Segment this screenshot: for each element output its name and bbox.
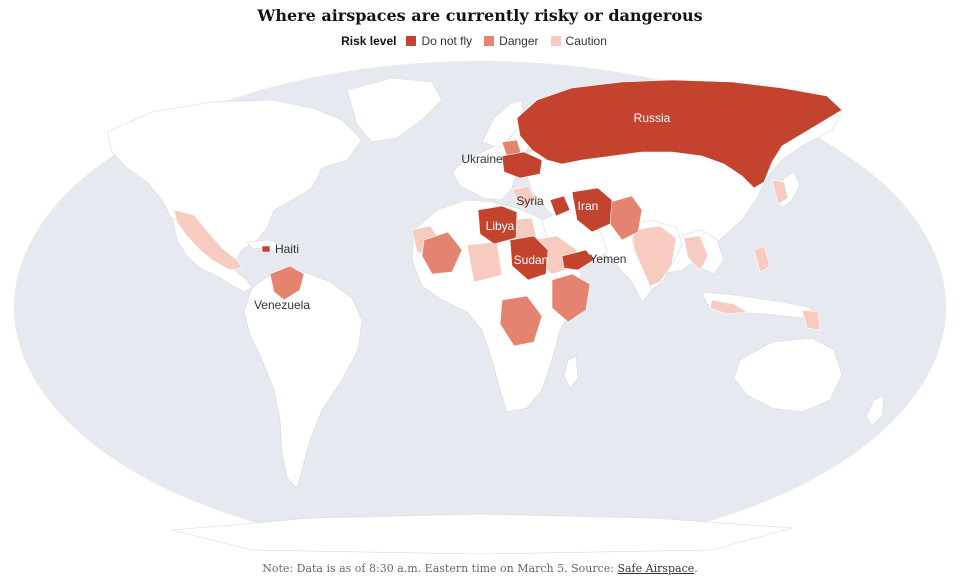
caucasus-caution	[511, 185, 537, 209]
label-russia: Russia	[634, 111, 671, 125]
ethiopia-somalia-danger	[551, 273, 591, 323]
legend-item-do-not-fly: Do not fly	[406, 34, 472, 48]
syria-do-not-fly	[549, 195, 571, 217]
legend-swatch-do-not-fly	[406, 36, 417, 46]
label-libya: Libya	[486, 219, 515, 233]
yemen-do-not-fly	[561, 249, 595, 271]
danger-countries	[269, 139, 643, 347]
ukraine-do-not-fly	[501, 151, 543, 179]
source-link[interactable]: Safe Airspace	[617, 562, 695, 575]
mexico-caution	[173, 209, 243, 271]
russia-do-not-fly	[516, 79, 843, 189]
philippines-caution	[753, 245, 771, 273]
legend: Risk level Do not fly Danger Caution	[0, 34, 960, 48]
footnote: Note: Data is as of 8:30 a.m. Eastern ti…	[0, 562, 960, 575]
burma-caution	[683, 235, 709, 271]
label-venezuela: Venezuela	[254, 298, 310, 312]
india-caution	[631, 225, 677, 287]
caution-countries	[173, 179, 821, 331]
do-not-fly-countries	[261, 79, 843, 281]
note-suffix: .	[694, 562, 698, 575]
madagascar	[563, 355, 579, 389]
drc-danger	[499, 295, 543, 347]
libya-do-not-fly	[477, 205, 518, 245]
label-haiti: Haiti	[275, 242, 299, 256]
legend-item-danger: Danger	[484, 34, 539, 48]
legend-swatch-danger	[484, 36, 495, 46]
legend-item-caution: Caution	[550, 34, 607, 48]
legend-label-danger: Danger	[499, 34, 539, 48]
legend-label-do-not-fly: Do not fly	[421, 34, 473, 48]
legend-label-caution: Caution	[565, 34, 607, 48]
australia	[733, 337, 843, 413]
note-text: Note: Data is as of 8:30 a.m. Eastern ti…	[262, 562, 618, 575]
greenland	[346, 77, 443, 143]
chad-caution	[466, 241, 503, 283]
new-zealand	[865, 395, 885, 427]
mali-danger	[421, 231, 463, 275]
venezuela-danger	[269, 265, 305, 301]
indonesia-caution	[709, 299, 748, 315]
label-sudan: Sudan	[514, 253, 549, 267]
label-syria: Syria	[516, 194, 544, 208]
antarctica	[171, 513, 793, 555]
caribbean	[246, 239, 283, 251]
label-ukraine: Ukraine	[461, 152, 503, 166]
iran-do-not-fly	[571, 187, 613, 233]
label-iran: Iran	[578, 199, 599, 213]
label-yemen: Yemen	[590, 252, 627, 266]
south-america	[243, 271, 363, 489]
north-america	[106, 99, 363, 277]
legend-title: Risk level	[341, 34, 397, 48]
sudan-do-not-fly	[509, 235, 549, 281]
korea-japan-caution	[771, 179, 789, 205]
map-title: Where airspaces are currently risky or d…	[257, 6, 703, 25]
world-map-svg: Russia Ukraine Syria Iran Libya Sudan Ye…	[14, 61, 946, 555]
papua-caution	[801, 309, 821, 331]
world-map: Russia Ukraine Syria Iran Libya Sudan Ye…	[12, 60, 948, 555]
haiti-do-not-fly	[261, 245, 271, 253]
scandinavia	[481, 99, 525, 149]
legend-swatch-caution	[550, 36, 561, 46]
